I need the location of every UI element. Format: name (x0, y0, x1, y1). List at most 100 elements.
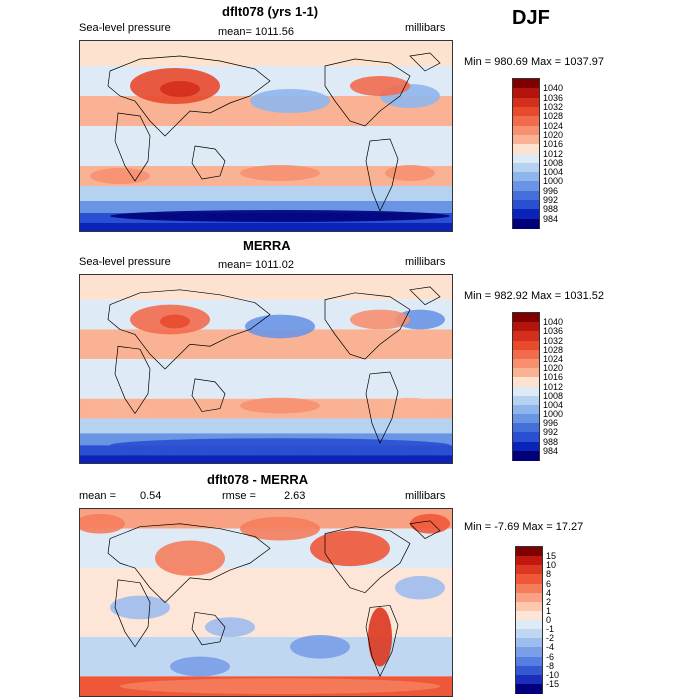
field-band (80, 201, 452, 213)
colorbar-swatch (513, 432, 539, 443)
colorbar-swatch (516, 610, 542, 621)
field-region (350, 309, 410, 330)
coastline (409, 520, 441, 539)
colorbar-tick-label: 1012 (543, 381, 564, 392)
colorbar-tick-label: 1004 (543, 167, 564, 178)
field-band (80, 455, 452, 463)
colorbar-swatch (513, 423, 539, 433)
field-band (80, 41, 452, 66)
field-region (120, 678, 440, 695)
panel3-units: millibars (405, 490, 446, 502)
coastline (191, 378, 226, 412)
panel1-units: millibars (405, 22, 446, 34)
colorbar-swatch (516, 601, 542, 612)
colorbar-tick-label: 4 (546, 587, 552, 598)
field-band (80, 418, 452, 434)
colorbar-tick-label: -8 (546, 660, 555, 671)
colorbar-swatch (513, 172, 539, 182)
panel3-colorbar: 15 10 8 6 4 2 1 0 -1 -2 -4 -6 -8 -10 -15 (515, 546, 559, 694)
colorbar-swatch (513, 218, 539, 229)
colorbar-swatch (513, 125, 539, 136)
panel2-colorbar: 1040 1036 1032 1028 1024 1020 1016 1012 1008 1004… (512, 312, 563, 461)
colorbar-swatch (516, 565, 542, 575)
field-band (80, 636, 452, 677)
colorbar-tick-label: 1000 (543, 409, 564, 420)
colorbar-swatch (516, 592, 542, 603)
colorbar-tick-label: 1040 (543, 83, 564, 94)
coastline (114, 579, 151, 648)
panel2-variable: Sea-level pressure (79, 256, 171, 268)
colorbar-tick-label: 1028 (543, 344, 564, 355)
panel3-rmse-label: rmse = (222, 490, 256, 502)
colorbar-tick-label: 2 (546, 596, 552, 607)
colorbar-tick-label: -2 (546, 633, 555, 644)
colorbar-swatch (513, 349, 539, 360)
colorbar-swatch (513, 97, 539, 108)
field-band (80, 186, 452, 201)
colorbar-swatch (516, 547, 542, 557)
colorbar-swatch (513, 414, 539, 424)
field-band (80, 223, 452, 231)
panel2-title: MERRA (243, 238, 291, 253)
colorbar-tick-label: 8 (546, 569, 552, 580)
colorbar-swatch (513, 450, 539, 461)
colorbar-tick-label: 1024 (543, 353, 564, 364)
panel2-map (79, 274, 453, 464)
colorbar-tick-label: 1000 (543, 176, 564, 187)
field-region (350, 76, 410, 96)
field-region (310, 530, 390, 567)
coastline (365, 605, 399, 678)
colorbar-tick-label: 984 (543, 445, 559, 456)
colorbar-swatch (513, 190, 539, 201)
field-region (385, 165, 435, 181)
field-region (395, 575, 445, 600)
colorbar-tick-label: 984 (543, 213, 559, 224)
colorbar-tick-label: 1008 (543, 157, 564, 168)
colorbar-tick-label: -4 (546, 642, 555, 653)
field-region (155, 540, 225, 576)
colorbar-tick-label: -15 (546, 678, 560, 689)
field-region (245, 314, 315, 339)
colorbar-tick-label: 1020 (543, 129, 564, 140)
panel3-title: dflt078 - MERRA (207, 472, 309, 487)
colorbar-swatch (516, 583, 542, 594)
colorbar-tick-label: 1032 (543, 101, 564, 112)
colorbar-swatch (516, 674, 542, 685)
field-region (170, 656, 230, 677)
panel3-mean-label: mean = (79, 490, 116, 502)
coastline (191, 611, 226, 646)
field-region (110, 438, 450, 453)
coastline (114, 345, 151, 415)
colorbar-swatch (513, 181, 539, 192)
colorbar-tick-label: 15 (546, 551, 557, 562)
panel2-minmax: Min = 982.92 Max = 1031.52 (464, 290, 605, 302)
colorbar-swatch (516, 656, 542, 667)
coastline (409, 286, 441, 306)
colorbar-swatch (516, 556, 542, 566)
colorbar-swatch (516, 665, 542, 676)
panel2-units: millibars (405, 256, 446, 268)
colorbar-tick-label: 988 (543, 204, 559, 215)
colorbar-tick-label: 1016 (543, 372, 564, 383)
colorbar-tick-label: 1024 (543, 120, 564, 131)
panel3-map (79, 508, 453, 697)
colorbar-swatch (513, 88, 539, 99)
panel1-variable: Sea-level pressure (79, 22, 171, 34)
colorbar-tick-label: 1040 (543, 317, 564, 328)
colorbar-tick-label: 0 (546, 615, 552, 625)
colorbar-tick-label: 1012 (543, 148, 564, 159)
panel1-mean: mean= 1011.56 (218, 26, 294, 38)
colorbar-tick-label: 988 (543, 436, 559, 447)
field-region (160, 314, 190, 329)
coastline (324, 526, 411, 594)
field-region (205, 617, 255, 637)
colorbar-tick-label: 6 (546, 578, 552, 589)
field-region (240, 165, 320, 181)
coastline (107, 55, 271, 137)
colorbar-swatch (516, 683, 542, 694)
panel3-minmax: Min = -7.69 Max = 17.27 (464, 521, 584, 533)
map-field (80, 275, 452, 463)
field-region (110, 595, 170, 620)
coastline (409, 52, 441, 72)
field-region (80, 513, 125, 534)
